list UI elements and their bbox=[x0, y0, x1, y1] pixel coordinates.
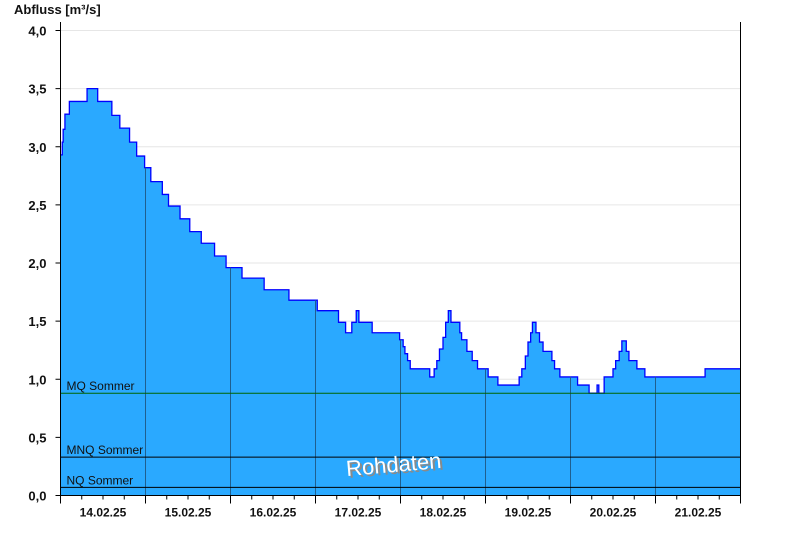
x-tick-label: 14.02.25 bbox=[80, 506, 127, 520]
x-tick-label: 19.02.25 bbox=[505, 506, 552, 520]
x-tick-label: 15.02.25 bbox=[165, 506, 212, 520]
reference-line-label: MQ Sommer bbox=[67, 379, 135, 393]
discharge-line bbox=[60, 87, 741, 394]
y-tick-label: 0,0 bbox=[28, 489, 46, 504]
reference-line-label: NQ Sommer bbox=[67, 473, 134, 487]
y-tick-label: 2,5 bbox=[28, 198, 46, 213]
x-tick-label: 20.02.25 bbox=[590, 506, 637, 520]
x-tick-label: 16.02.25 bbox=[250, 506, 297, 520]
y-tick-label: 4,0 bbox=[28, 24, 46, 39]
reference-line-label: MNQ Sommer bbox=[67, 443, 144, 457]
y-tick-label: 1,5 bbox=[28, 314, 46, 329]
y-tick-label: 0,5 bbox=[28, 430, 46, 445]
x-tick-label: 21.02.25 bbox=[675, 506, 722, 520]
x-tick-label: 17.02.25 bbox=[335, 506, 382, 520]
y-tick-label: 3,5 bbox=[28, 82, 46, 97]
x-tick-label: 18.02.25 bbox=[420, 506, 467, 520]
y-tick-label: 3,0 bbox=[28, 140, 46, 155]
y-tick-label: 2,0 bbox=[28, 256, 46, 271]
y-tick-label: 1,0 bbox=[28, 372, 46, 387]
y-axis-title: Abfluss [m³/s] bbox=[14, 2, 101, 17]
